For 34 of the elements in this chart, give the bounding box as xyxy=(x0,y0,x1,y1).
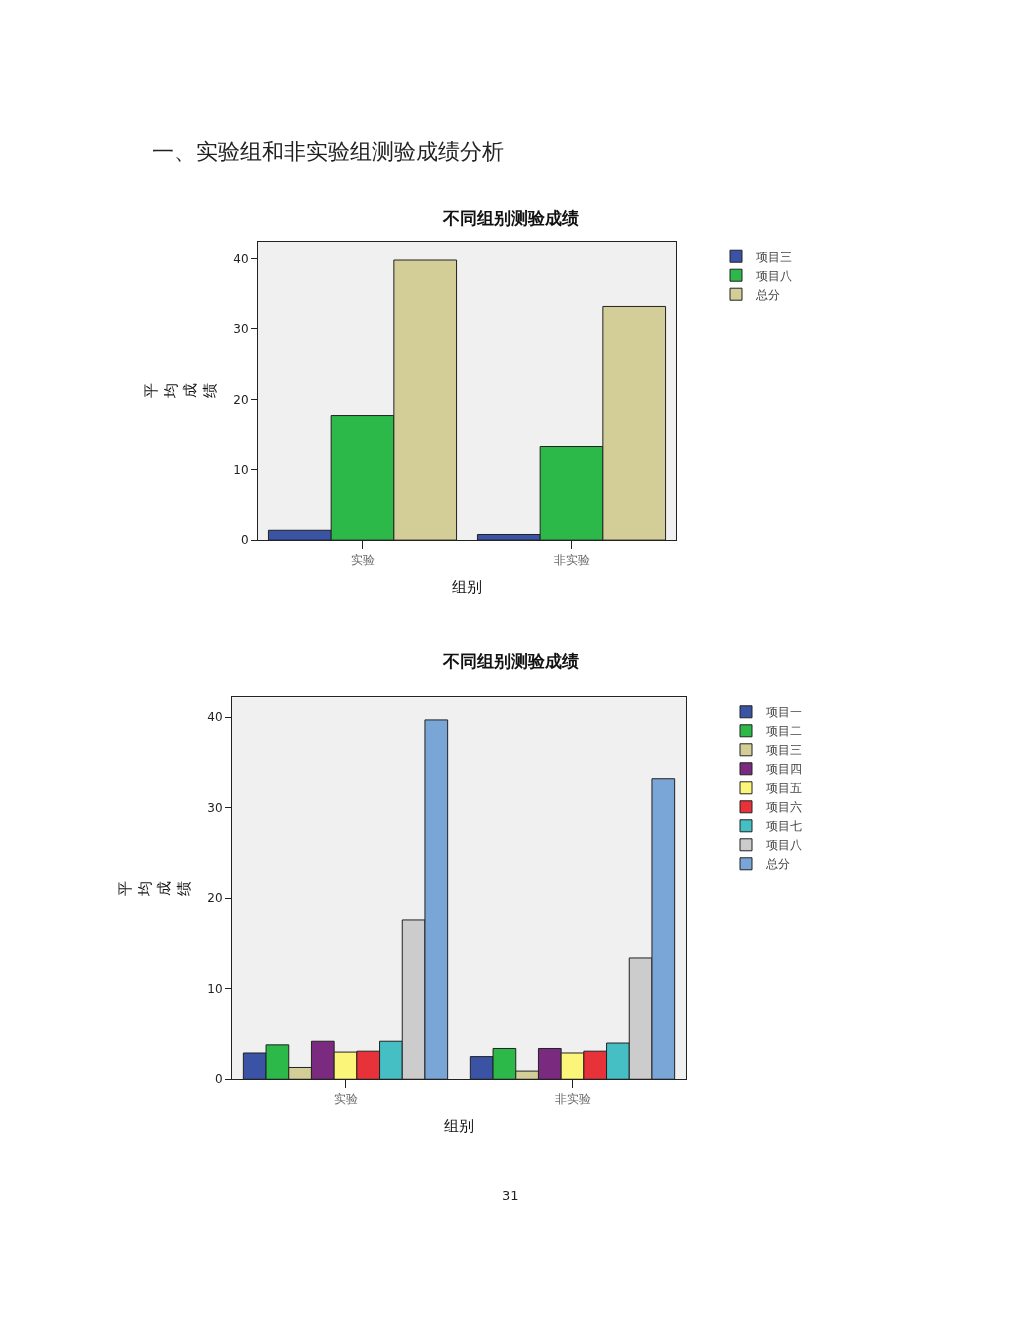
y-tick-label: 20 xyxy=(233,392,249,407)
legend-label: 项目五 xyxy=(766,781,802,796)
legend-label: 总分 xyxy=(765,857,790,872)
x-tick-label: 实验 xyxy=(333,1091,358,1106)
y-tick-label: 10 xyxy=(207,981,223,996)
y-tick-label: 0 xyxy=(240,533,249,548)
y-axis-title: 平均成绩 xyxy=(142,383,219,400)
x-tick-label: 实验 xyxy=(350,552,375,567)
chart-title: 不同组别测验成绩 xyxy=(442,208,579,228)
chart-title: 不同组别测验成绩 xyxy=(442,651,579,671)
legend-label: 总分 xyxy=(755,287,780,302)
y-tick-label: 0 xyxy=(214,1072,223,1087)
legend-label: 项目八 xyxy=(766,838,802,853)
legend-label: 项目一 xyxy=(766,705,802,720)
y-tick-label: 40 xyxy=(233,251,249,266)
legend-label: 项目七 xyxy=(766,819,802,834)
text: 31 xyxy=(502,1188,519,1203)
legend-label: 项目六 xyxy=(766,800,802,815)
x-tick-label: 非实验 xyxy=(553,552,590,567)
y-tick-label: 40 xyxy=(207,710,223,725)
x-tick-label: 非实验 xyxy=(554,1091,591,1106)
text: 一、实验组和非实验组测验成绩分析 xyxy=(152,139,504,164)
legend-label: 项目四 xyxy=(766,762,802,777)
y-tick-label: 30 xyxy=(207,800,223,815)
legend-label: 项目三 xyxy=(756,249,792,264)
x-axis-title: 组别 xyxy=(452,577,482,596)
y-axis-title: 平均成绩 xyxy=(116,880,193,897)
y-tick-label: 10 xyxy=(233,462,249,477)
legend-label: 项目八 xyxy=(756,268,792,283)
y-tick-label: 20 xyxy=(207,891,223,906)
x-axis-title: 组别 xyxy=(444,1116,474,1135)
legend-label: 项目二 xyxy=(766,724,802,739)
legend-label: 项目三 xyxy=(766,743,802,758)
y-tick-label: 30 xyxy=(233,322,249,337)
